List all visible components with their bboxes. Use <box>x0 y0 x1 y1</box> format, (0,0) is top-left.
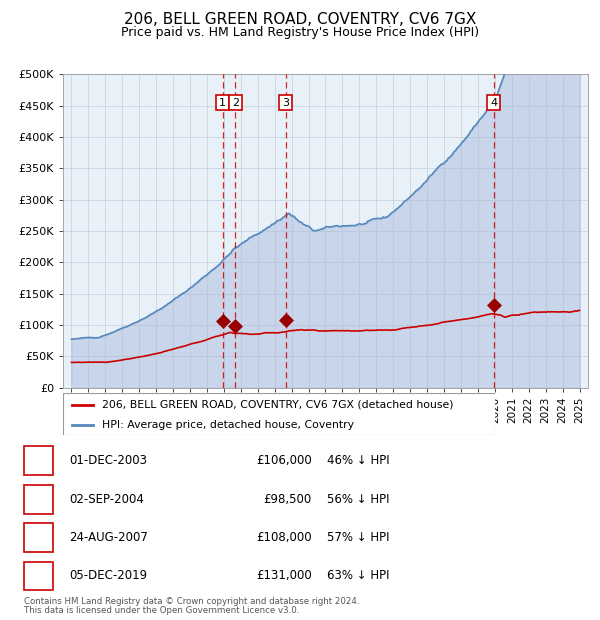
Text: 206, BELL GREEN ROAD, COVENTRY, CV6 7GX: 206, BELL GREEN ROAD, COVENTRY, CV6 7GX <box>124 12 476 27</box>
Text: 4: 4 <box>35 570 42 582</box>
Text: Contains HM Land Registry data © Crown copyright and database right 2024.: Contains HM Land Registry data © Crown c… <box>24 597 359 606</box>
Text: 01-DEC-2003: 01-DEC-2003 <box>69 454 147 467</box>
Text: HPI: Average price, detached house, Coventry: HPI: Average price, detached house, Cove… <box>102 420 354 430</box>
Text: 46% ↓ HPI: 46% ↓ HPI <box>327 454 389 467</box>
Text: 1: 1 <box>35 454 42 467</box>
Text: 2: 2 <box>232 97 239 108</box>
Text: 57% ↓ HPI: 57% ↓ HPI <box>327 531 389 544</box>
Text: 3: 3 <box>282 97 289 108</box>
Text: £98,500: £98,500 <box>264 493 312 505</box>
Text: 56% ↓ HPI: 56% ↓ HPI <box>327 493 389 505</box>
Text: This data is licensed under the Open Government Licence v3.0.: This data is licensed under the Open Gov… <box>24 606 299 615</box>
Text: 206, BELL GREEN ROAD, COVENTRY, CV6 7GX (detached house): 206, BELL GREEN ROAD, COVENTRY, CV6 7GX … <box>102 400 454 410</box>
Text: 05-DEC-2019: 05-DEC-2019 <box>69 570 147 582</box>
Text: 24-AUG-2007: 24-AUG-2007 <box>69 531 148 544</box>
Text: £108,000: £108,000 <box>256 531 312 544</box>
Text: £106,000: £106,000 <box>256 454 312 467</box>
Text: 02-SEP-2004: 02-SEP-2004 <box>69 493 144 505</box>
Text: Price paid vs. HM Land Registry's House Price Index (HPI): Price paid vs. HM Land Registry's House … <box>121 26 479 39</box>
Text: 4: 4 <box>490 97 497 108</box>
Text: 63% ↓ HPI: 63% ↓ HPI <box>327 570 389 582</box>
Text: 1: 1 <box>219 97 226 108</box>
Text: 2: 2 <box>35 493 42 505</box>
Text: 3: 3 <box>35 531 42 544</box>
Text: £131,000: £131,000 <box>256 570 312 582</box>
